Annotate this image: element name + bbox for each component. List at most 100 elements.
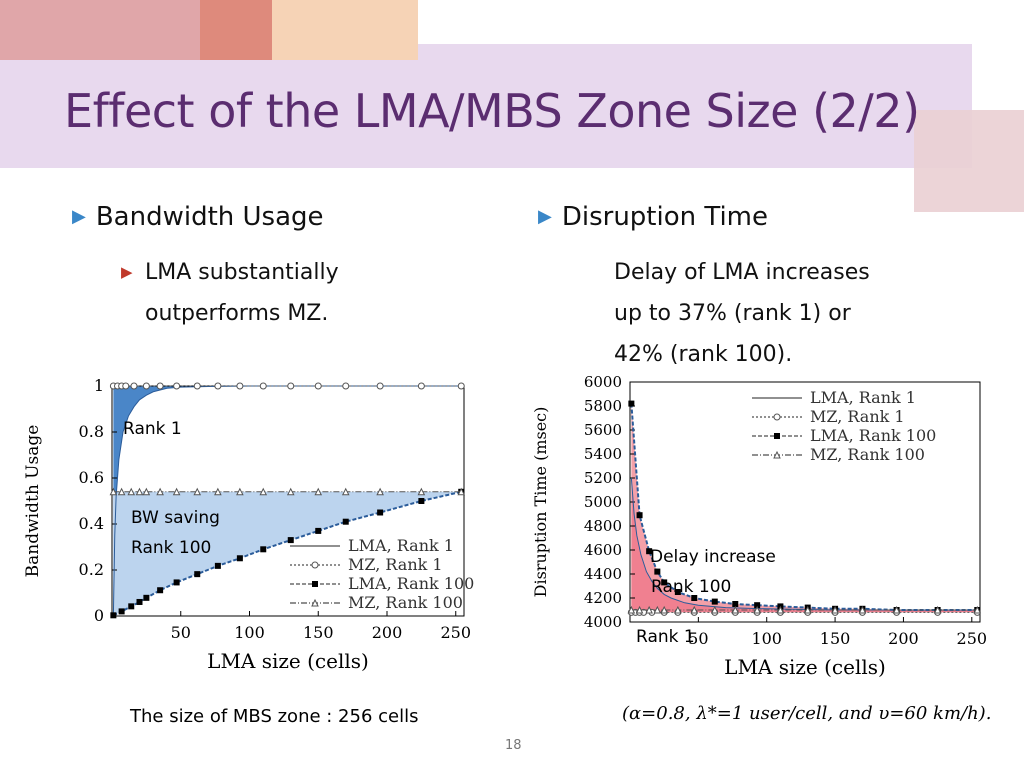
slide-title: Effect of the LMA/MBS Zone Size (2/2) xyxy=(64,84,920,138)
data-point xyxy=(646,548,653,555)
right-caption: (α=0.8, λ*=1 user/cell, and υ=60 km/h). xyxy=(622,703,992,724)
x-tick-label: 50 xyxy=(171,623,191,642)
bullet-bandwidth-usage: ▶ Bandwidth Usage xyxy=(72,202,324,232)
data-point xyxy=(315,527,322,534)
series-line xyxy=(630,477,980,611)
sub-bullet-line: outperforms MZ. xyxy=(145,301,329,326)
decor-block-pink xyxy=(914,110,1024,212)
data-point xyxy=(732,601,739,607)
data-point xyxy=(214,382,222,390)
data-point xyxy=(776,605,785,614)
data-point xyxy=(130,382,138,390)
annotation-rank100-right: Rank 100 xyxy=(651,577,732,597)
data-point xyxy=(376,487,384,496)
data-point xyxy=(342,382,350,390)
data-point xyxy=(892,605,901,614)
x-tick-label: 100 xyxy=(234,623,265,642)
data-point xyxy=(260,546,267,553)
data-point xyxy=(236,382,244,390)
x-tick-label: 150 xyxy=(820,629,851,648)
y-tick-label: 0 xyxy=(94,606,104,625)
data-point xyxy=(157,587,164,594)
y-tick-label: 0.6 xyxy=(79,468,104,487)
data-point xyxy=(711,598,718,605)
sub-bullet-left: ▶ LMA substantially outperforms MZ. xyxy=(121,252,339,334)
data-point xyxy=(110,612,117,619)
data-point xyxy=(754,602,761,609)
x-axis-label: LMA size (cells) xyxy=(724,655,886,679)
legend-label: LMA, Rank 100 xyxy=(348,574,474,593)
decor-block-peach xyxy=(272,0,418,60)
data-point xyxy=(287,537,294,544)
decor-block-coral xyxy=(200,0,272,60)
legend-label: LMA, Rank 1 xyxy=(348,536,454,555)
legend-label: MZ, Rank 100 xyxy=(348,593,463,612)
data-point xyxy=(136,598,143,605)
data-point xyxy=(710,605,719,614)
data-point xyxy=(674,605,682,614)
y-tick-label: 5800 xyxy=(584,397,622,415)
sub-bullet-line: up to 37% (rank 1) or xyxy=(614,301,851,326)
data-point xyxy=(259,382,267,390)
data-point xyxy=(117,487,126,496)
data-point xyxy=(135,487,144,496)
data-point xyxy=(831,605,839,614)
y-tick-label: 0.4 xyxy=(79,514,104,533)
legend-marker xyxy=(311,561,319,569)
data-point xyxy=(286,487,295,496)
sub-bullet-triangle-icon: ▶ xyxy=(121,263,133,281)
x-tick-label: 200 xyxy=(372,623,403,642)
left-caption: The size of MBS zone : 256 cells xyxy=(130,706,419,727)
y-tick-label: 4000 xyxy=(584,613,622,631)
y-tick-label: 4400 xyxy=(584,565,622,583)
data-point xyxy=(173,579,180,586)
data-point xyxy=(142,487,151,496)
y-tick-label: 6000 xyxy=(584,373,622,391)
data-point xyxy=(645,605,653,614)
annotation-delay-increase: Delay increase xyxy=(650,547,776,567)
x-tick-label: 100 xyxy=(751,629,782,648)
disruption-time-chart: 50 100 150 200 250 4000 4200 4400 4600 4800 5000 52… xyxy=(531,373,987,679)
data-point xyxy=(691,595,698,601)
data-point xyxy=(214,487,222,496)
annotation-rank1-right: Rank 1 xyxy=(636,627,695,647)
legend-label: MZ, Rank 1 xyxy=(810,407,905,426)
legend-marker xyxy=(774,433,780,439)
data-point xyxy=(653,605,662,614)
bullet-triangle-icon: ▶ xyxy=(72,206,86,227)
data-point xyxy=(173,382,181,390)
rank100-gap-area xyxy=(631,403,978,610)
legend-label: LMA, Rank 1 xyxy=(810,388,916,407)
annotation-rank100-left: Rank 100 xyxy=(131,538,212,558)
data-point xyxy=(635,605,644,614)
bullet-heading: Bandwidth Usage xyxy=(95,202,324,232)
data-point xyxy=(314,487,323,496)
data-point xyxy=(128,603,135,610)
annotation-rank1-left: Rank 1 xyxy=(123,419,182,439)
legend-marker xyxy=(773,450,781,459)
data-point xyxy=(259,487,268,496)
series-line xyxy=(112,385,464,617)
sub-bullet-line: Delay of LMA increases xyxy=(614,260,870,285)
data-point xyxy=(118,608,125,615)
data-point xyxy=(341,487,350,496)
decor-block-rose xyxy=(0,0,200,60)
sub-bullet-line: LMA substantially xyxy=(145,260,339,285)
data-point xyxy=(457,382,465,390)
data-point xyxy=(214,562,221,569)
legend-marker xyxy=(312,581,318,587)
data-point xyxy=(654,568,661,575)
data-point xyxy=(731,605,740,614)
y-tick-label: 1 xyxy=(94,376,104,395)
data-point xyxy=(194,571,201,578)
y-axis-label: Disruption Time (msec) xyxy=(531,407,550,598)
data-point xyxy=(803,605,812,614)
bullet-disruption-time: ▶ Disruption Time xyxy=(538,202,768,232)
legend-label: MZ, Rank 100 xyxy=(810,445,925,464)
legend-marker xyxy=(311,598,319,607)
data-point xyxy=(674,589,681,595)
data-point xyxy=(127,487,136,496)
data-point xyxy=(661,579,668,586)
y-tick-label: 5000 xyxy=(584,493,622,511)
